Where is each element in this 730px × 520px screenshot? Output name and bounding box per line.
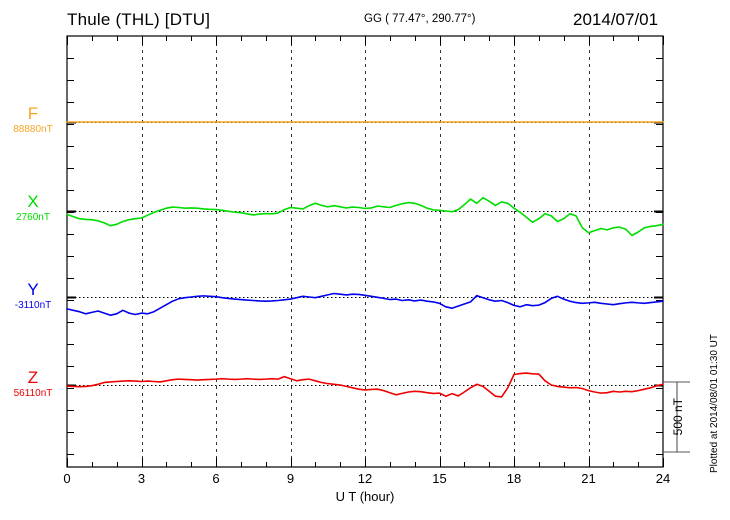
x-tick-label: 21 xyxy=(581,471,596,486)
component-baseline-x: 2760nT xyxy=(16,212,50,223)
plot-date: 2014/07/01 xyxy=(573,10,659,29)
x-tick-label: 24 xyxy=(655,471,671,486)
component-label-z: Z 56110nT xyxy=(2,368,64,400)
geographic-coordinates: GG ( 77.47°, 290.77°) xyxy=(364,13,476,25)
component-baseline-z: 56110nT xyxy=(13,388,53,399)
component-baseline-f: 88880nT xyxy=(13,124,53,135)
component-name-x: X xyxy=(27,192,39,211)
component-name-y: Y xyxy=(27,280,39,299)
x-tick-label: 18 xyxy=(506,471,522,486)
plotted-timestamp: Plotted at 2014/08/01 01:30 UT xyxy=(709,334,720,473)
x-tick-label: 12 xyxy=(357,471,373,486)
component-name-z: Z xyxy=(27,368,39,387)
scale-bar-label: 500 nT xyxy=(671,398,685,436)
component-label-f: F 88880nT xyxy=(2,104,64,136)
gridlines xyxy=(142,36,590,467)
x-tick-label: 0 xyxy=(63,471,71,486)
page-title: Thule (THL) [DTU] xyxy=(67,10,211,29)
component-label-x: X 2760nT xyxy=(2,192,64,224)
component-name-f: F xyxy=(27,104,39,123)
component-label-y: Y -3110nT xyxy=(2,280,64,312)
x-tick-label: 3 xyxy=(137,471,146,486)
data-traces xyxy=(66,121,664,398)
axis-ticks xyxy=(67,36,664,467)
x-tick-label: 6 xyxy=(212,471,220,486)
x-tick-label: 9 xyxy=(286,471,295,486)
scale-bar xyxy=(663,381,690,453)
component-baseline-y: -3110nT xyxy=(14,300,52,311)
x-tick-label: 15 xyxy=(432,471,447,486)
x-axis-title: U T (hour) xyxy=(335,489,395,504)
